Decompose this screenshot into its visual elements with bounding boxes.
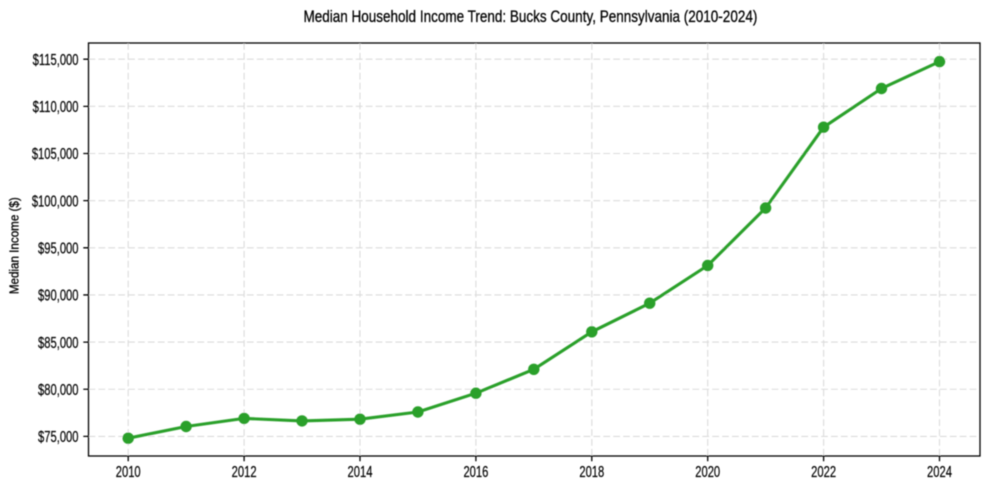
svg-text:2020: 2020: [695, 462, 720, 481]
svg-text:$85,000: $85,000: [38, 333, 79, 352]
svg-text:$105,000: $105,000: [32, 144, 79, 163]
svg-text:$110,000: $110,000: [33, 97, 79, 116]
svg-text:2014: 2014: [348, 462, 373, 481]
svg-text:2018: 2018: [579, 462, 604, 481]
svg-text:$90,000: $90,000: [38, 286, 79, 305]
svg-text:Median Income ($): Median Income ($): [7, 197, 22, 294]
svg-text:2016: 2016: [463, 462, 488, 481]
svg-text:$80,000: $80,000: [38, 380, 79, 399]
svg-text:2024: 2024: [927, 462, 952, 481]
svg-text:2022: 2022: [811, 462, 836, 481]
svg-text:Median Household Income Trend:: Median Household Income Trend: Bucks Cou…: [303, 7, 757, 26]
svg-text:$100,000: $100,000: [32, 191, 79, 210]
svg-text:$95,000: $95,000: [38, 238, 79, 257]
svg-text:$75,000: $75,000: [38, 427, 79, 446]
svg-text:$115,000: $115,000: [33, 50, 79, 69]
svg-text:2010: 2010: [116, 462, 141, 481]
svg-text:2012: 2012: [232, 462, 257, 481]
